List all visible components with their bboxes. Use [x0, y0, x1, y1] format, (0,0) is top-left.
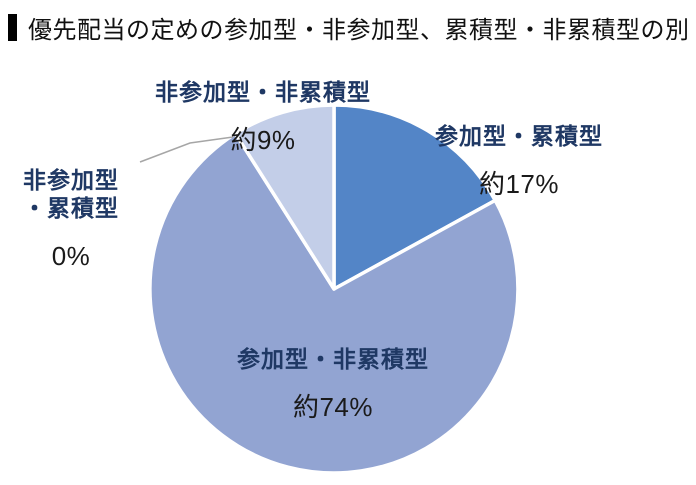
callout-nonpart-noncum: 非参加型・非累積型 約9%: [155, 60, 371, 173]
slice-value-nonpart-noncum: 約9%: [230, 125, 296, 156]
slice-label-nonpart-cum: 非参加型 ・累積型: [23, 167, 119, 222]
slice-value-nonpart-cum: 0%: [51, 241, 91, 272]
chart-title: 優先配当の定めの参加型・非参加型、累積型・非累積型の別: [28, 17, 690, 44]
leader-line-zero-slice: [139, 136, 234, 163]
pie-slice-4: [233, 103, 336, 291]
callout-nonpart-cum: 非参加型 ・累積型 0%: [23, 148, 119, 289]
chart-title-row: 優先配当の定めの参加型・非参加型、累積型・非累積型の別: [8, 10, 690, 45]
slice-value-part-noncum: 約74%: [292, 392, 374, 423]
callout-part-noncum: 参加型・非累積型 約74%: [237, 327, 429, 440]
pie-slices-group: [148, 103, 520, 475]
slice-label-part-cum: 参加型・累積型: [435, 123, 603, 149]
slice-label-nonpart-noncum: 非参加型・非累積型: [155, 79, 371, 105]
callout-part-cum: 参加型・累積型 約17%: [435, 104, 603, 217]
pie-slice-1: [332, 103, 497, 291]
slice-value-part-cum: 約17%: [478, 169, 560, 200]
slice-label-part-noncum: 参加型・非累積型: [237, 346, 429, 372]
pie-slice-2: [148, 131, 520, 475]
title-bar-glyph: [8, 14, 17, 41]
